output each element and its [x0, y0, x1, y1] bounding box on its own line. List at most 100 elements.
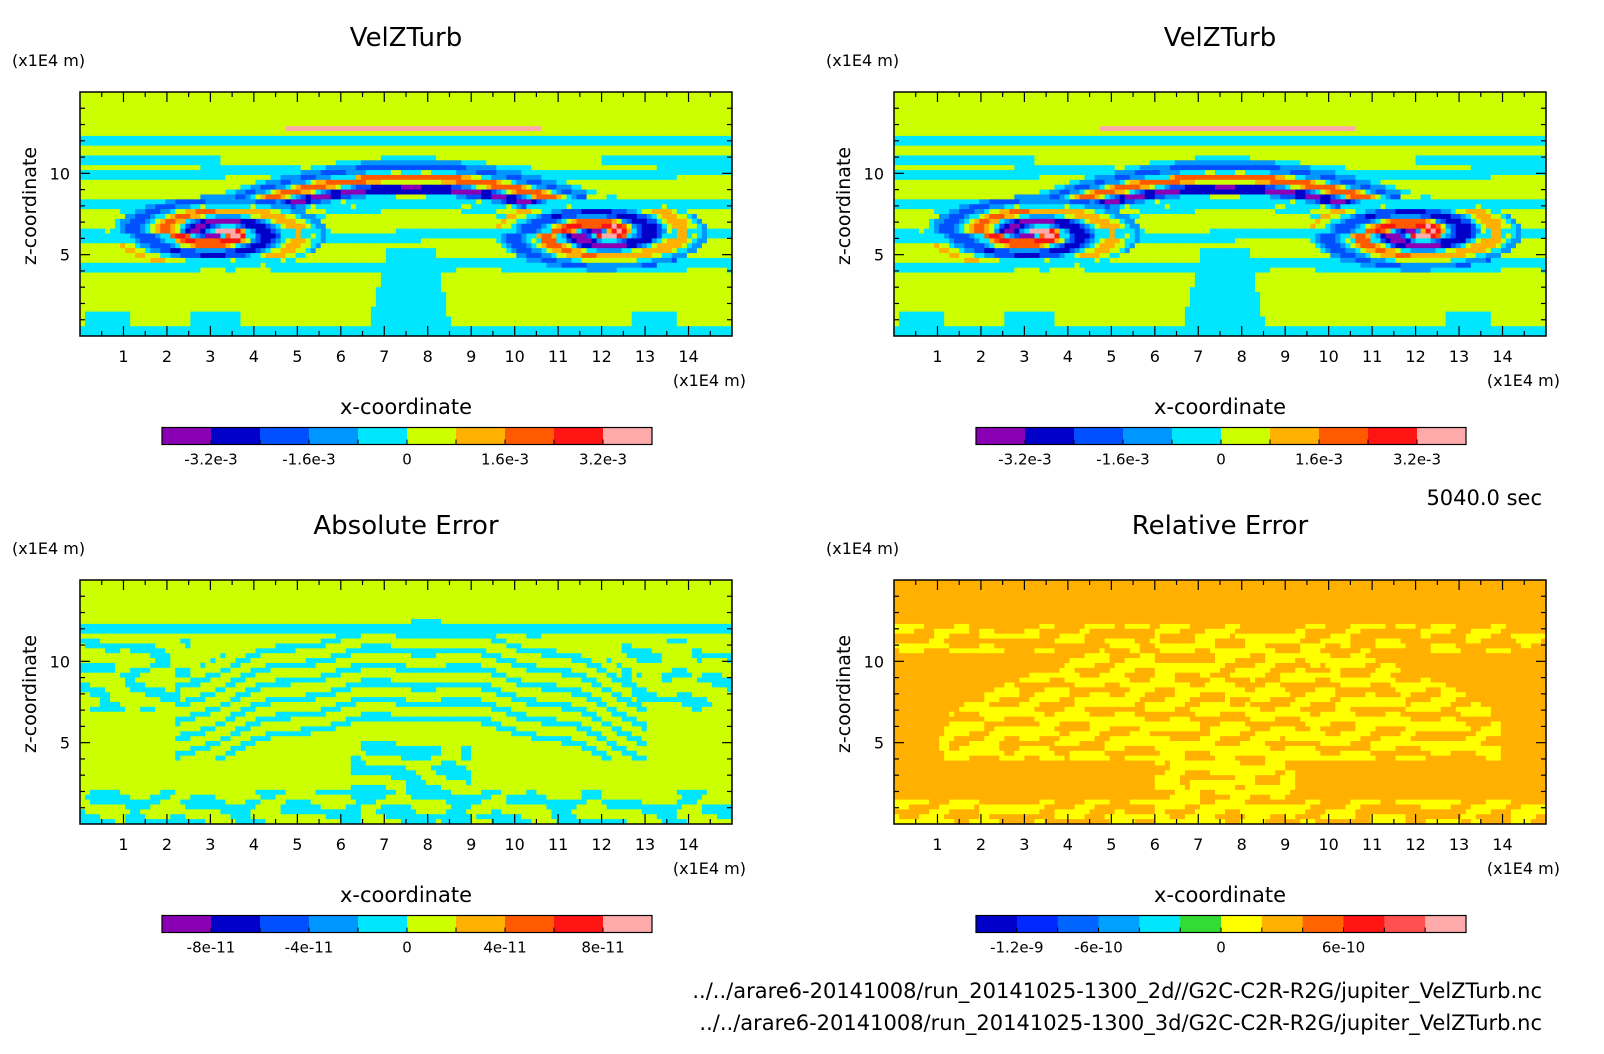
x-tick-label: 13 [635, 835, 655, 854]
colorbar-label: -3.2e-3 [998, 451, 1051, 469]
colorbar-bin [976, 427, 1026, 445]
x-tick-label: 6 [336, 347, 346, 366]
y-unit-label: (x1E4 m) [12, 51, 85, 70]
colorbar-bin [1180, 915, 1222, 933]
colorbar-label: -1.2e-9 [990, 939, 1043, 957]
y-tick-label: 10 [864, 652, 884, 671]
colorbar-bin [1123, 427, 1173, 445]
colorbar-bin [1221, 427, 1271, 445]
colorbar-bin [162, 915, 212, 933]
x-tick-label: 9 [1280, 835, 1290, 854]
y-tick-label: 10 [50, 652, 70, 671]
y-tick-label: 5 [60, 246, 70, 265]
colorbar-label: 3.2e-3 [1393, 451, 1441, 469]
x-unit-label: (x1E4 m) [1487, 371, 1560, 390]
x-tick-label: 9 [1280, 347, 1290, 366]
x-tick-label: 13 [1449, 835, 1469, 854]
x-tick-label: 2 [162, 347, 172, 366]
colorbar-bin [1343, 915, 1385, 933]
panel-title: Absolute Error [313, 511, 499, 541]
file-path-line-1: ../../arare6-20141008/run_20141025-1300_… [692, 979, 1542, 1004]
heatmap-field [80, 580, 732, 824]
file-path-line-2: ../../arare6-20141008/run_20141025-1300_… [699, 1011, 1542, 1036]
x-axis-label: x-coordinate [340, 883, 472, 907]
y-tick-label: 5 [874, 246, 884, 265]
colorbar-label: -1.6e-3 [1096, 451, 1149, 469]
colorbar-bin [456, 427, 506, 445]
colorbar-bin [1098, 915, 1140, 933]
colorbar-label: -4e-11 [285, 939, 334, 957]
colorbar-label: -6e-10 [1074, 939, 1123, 957]
panel-title: VelZTurb [1164, 23, 1276, 53]
heatmap-field [894, 580, 1546, 824]
x-tick-label: 5 [292, 347, 302, 366]
x-tick-label: 1 [932, 835, 942, 854]
colorbar-label: -3.2e-3 [184, 451, 237, 469]
colorbar-bin [358, 915, 408, 933]
colorbar-bin [456, 915, 506, 933]
heatmap-field [894, 92, 1546, 336]
x-tick-label: 6 [1150, 835, 1160, 854]
y-axis-label: z-coordinate [833, 635, 855, 753]
colorbar-label: 6e-10 [1322, 939, 1365, 957]
x-unit-label: (x1E4 m) [673, 859, 746, 878]
colorbar-bin [505, 915, 555, 933]
colorbar-bin [1016, 915, 1059, 933]
colorbar-bin [554, 915, 604, 933]
colorbar-bin [1057, 915, 1099, 933]
x-tick-label: 2 [976, 835, 986, 854]
x-tick-label: 11 [548, 347, 568, 366]
colorbar-bin [211, 915, 261, 933]
x-tick-label: 6 [336, 835, 346, 854]
x-tick-label: 1 [932, 347, 942, 366]
x-tick-label: 13 [635, 347, 655, 366]
colorbar-label: -8e-11 [187, 939, 236, 957]
colorbar-bin [211, 427, 261, 445]
x-tick-label: 4 [1063, 835, 1073, 854]
x-tick-label: 2 [162, 835, 172, 854]
x-axis-label: x-coordinate [1154, 395, 1286, 419]
colorbar-bin [1425, 915, 1467, 933]
colorbar-bin [1417, 427, 1467, 445]
colorbar-label: 1.6e-3 [1295, 451, 1343, 469]
x-tick-label: 11 [1362, 835, 1382, 854]
x-tick-label: 5 [292, 835, 302, 854]
colorbar-label: -1.6e-3 [282, 451, 335, 469]
time-label: 5040.0 sec [1426, 486, 1542, 510]
colorbar-bin [309, 915, 359, 933]
colorbar-bin [260, 915, 310, 933]
x-tick-label: 3 [1019, 347, 1029, 366]
x-tick-label: 14 [1492, 347, 1512, 366]
colorbar-bin [260, 427, 310, 445]
x-tick-label: 1 [118, 835, 128, 854]
colorbar-label: 0 [1216, 939, 1226, 957]
x-tick-label: 7 [1193, 835, 1203, 854]
x-tick-label: 5 [1106, 347, 1116, 366]
x-unit-label: (x1E4 m) [1487, 859, 1560, 878]
colorbar-bin [1139, 915, 1181, 933]
colorbar-bin [1302, 915, 1344, 933]
x-axis-label: x-coordinate [1154, 883, 1286, 907]
x-tick-label: 11 [1362, 347, 1382, 366]
x-tick-label: 3 [205, 347, 215, 366]
colorbar-label: 3.2e-3 [579, 451, 627, 469]
colorbar-bin [603, 915, 653, 933]
y-tick-label: 5 [874, 734, 884, 753]
x-tick-label: 3 [205, 835, 215, 854]
y-unit-label: (x1E4 m) [826, 51, 899, 70]
y-tick-label: 5 [60, 734, 70, 753]
panel-title: VelZTurb [350, 23, 462, 53]
x-tick-label: 7 [1193, 347, 1203, 366]
y-tick-label: 10 [864, 164, 884, 183]
colorbar-label: 0 [1216, 451, 1226, 469]
x-tick-label: 8 [423, 347, 433, 366]
colorbar-bin [1270, 427, 1320, 445]
x-tick-label: 5 [1106, 835, 1116, 854]
colorbar-bin [505, 427, 555, 445]
x-tick-label: 3 [1019, 835, 1029, 854]
x-tick-label: 14 [678, 347, 698, 366]
